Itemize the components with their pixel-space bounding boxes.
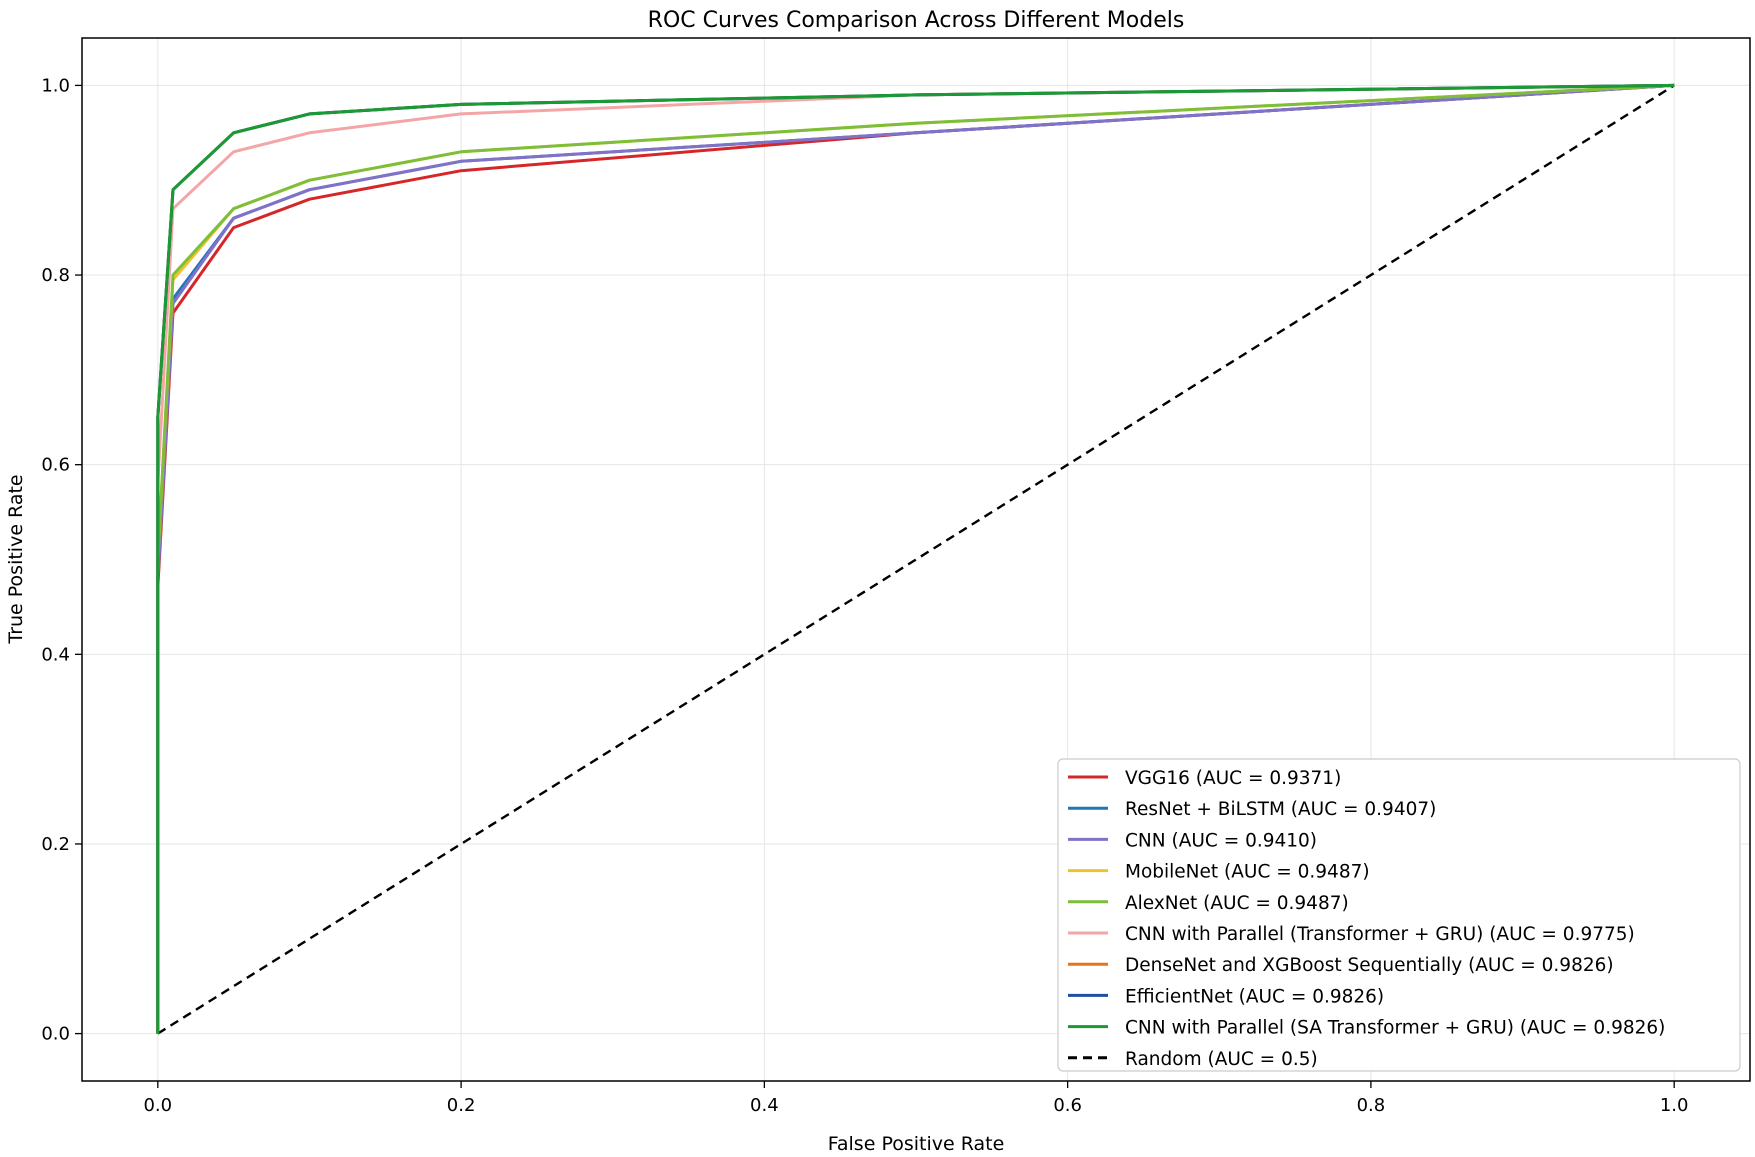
grid [82, 38, 1750, 1081]
y-axis-ticks: 0.0 0.2 0.4 0.6 0.8 1.0 [41, 75, 82, 1045]
legend: VGG16 (AUC = 0.9371) ResNet + BiLSTM (AUC… [1057, 758, 1741, 1072]
y-tick-label: 0.0 [41, 1024, 70, 1045]
series-layer [156, 83, 1675, 1034]
series-line-8 [156, 83, 1675, 1034]
series-line-5 [156, 83, 1675, 1034]
legend-label: AlexNet (AUC = 0.9487) [1125, 893, 1349, 914]
legend-label: EfficientNet (AUC = 0.9826) [1125, 986, 1384, 1007]
legend-label: CNN (AUC = 0.9410) [1125, 830, 1317, 851]
y-tick-label: 0.6 [41, 455, 70, 476]
series-line-4 [156, 83, 1675, 1034]
x-tick-label: 1.0 [1660, 1095, 1689, 1116]
x-tick-label: 0.0 [143, 1095, 172, 1116]
diagonal-layer [157, 84, 1675, 1035]
plot-frame [81, 37, 1751, 1082]
x-tick-label: 0.6 [1053, 1095, 1082, 1116]
legend-label: CNN with Parallel (Transformer + GRU) (A… [1125, 924, 1635, 945]
x-axis-label: False Positive Rate [828, 1133, 1005, 1155]
y-tick-label: 0.4 [41, 644, 70, 665]
chart-title: ROC Curves Comparison Across Different M… [648, 8, 1185, 33]
legend-label: DenseNet and XGBoost Sequentially (AUC =… [1125, 955, 1614, 976]
legend-label: VGG16 (AUC = 0.9371) [1125, 768, 1341, 789]
x-tick-label: 0.2 [447, 1095, 476, 1116]
legend-box [1057, 758, 1741, 1072]
legend-label: CNN with Parallel (SA Transformer + GRU)… [1125, 1018, 1665, 1039]
series-line-9 [157, 84, 1675, 1035]
legend-label: Random (AUC = 0.5) [1125, 1049, 1318, 1070]
legend-label: ResNet + BiLSTM (AUC = 0.9407) [1125, 799, 1436, 820]
y-tick-label: 1.0 [41, 75, 70, 96]
y-axis-label: True Positive Rate [5, 474, 27, 644]
legend-label: MobileNet (AUC = 0.9487) [1125, 862, 1370, 883]
y-tick-label: 0.2 [41, 834, 70, 855]
x-tick-label: 0.4 [750, 1095, 779, 1116]
x-axis-ticks: 0.0 0.2 0.4 0.6 0.8 1.0 [143, 1081, 1689, 1116]
y-tick-label: 0.8 [41, 265, 70, 286]
x-tick-label: 0.8 [1357, 1095, 1386, 1116]
